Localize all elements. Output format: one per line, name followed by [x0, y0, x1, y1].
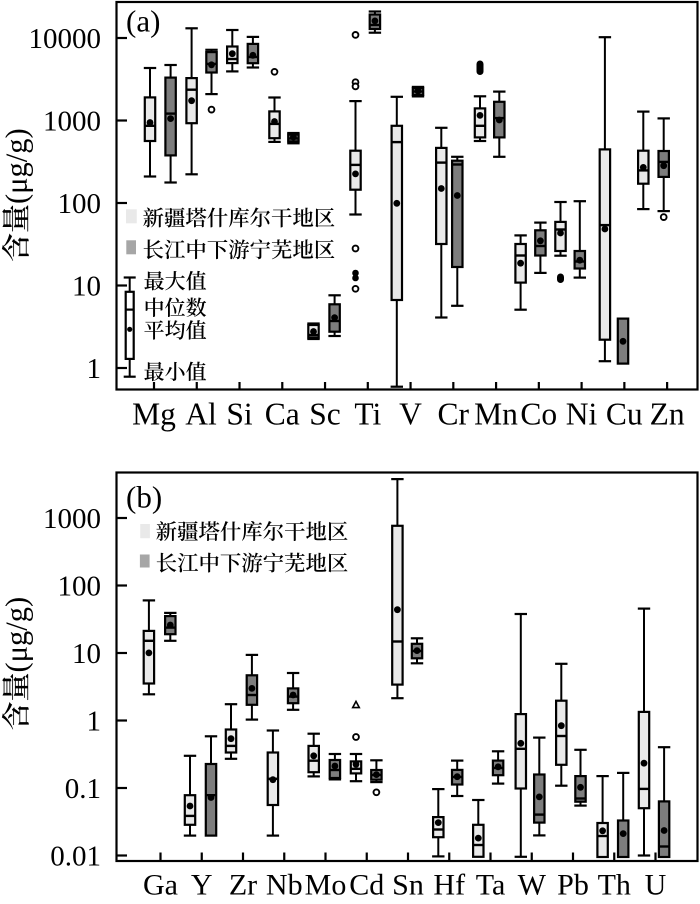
svg-text:Ti: Ti	[354, 397, 381, 432]
svg-text:100: 100	[58, 188, 102, 220]
svg-text:Cr: Cr	[438, 397, 470, 432]
svg-text:10: 10	[72, 638, 101, 670]
svg-text:0.01: 0.01	[50, 841, 101, 873]
svg-text:1000: 1000	[43, 503, 101, 535]
svg-text:Zn: Zn	[650, 397, 685, 432]
svg-text:Co: Co	[520, 397, 557, 432]
svg-text:Mg: Mg	[132, 397, 176, 432]
svg-text:(b): (b)	[126, 480, 162, 515]
svg-text:Cu: Cu	[606, 397, 643, 432]
svg-text:Al: Al	[185, 397, 217, 432]
svg-text:Si: Si	[226, 397, 253, 432]
svg-text:Nb: Nb	[266, 869, 303, 902]
svg-text:1: 1	[87, 353, 102, 385]
svg-text:W: W	[518, 869, 547, 902]
svg-text:(a): (a)	[126, 4, 160, 39]
svg-text:Mn: Mn	[474, 397, 518, 432]
svg-text:Hf: Hf	[433, 869, 465, 902]
svg-text:Sc: Sc	[309, 397, 341, 432]
svg-text:Cd: Cd	[349, 869, 384, 902]
svg-text:Th: Th	[598, 869, 631, 902]
svg-text:Ni: Ni	[566, 397, 598, 432]
svg-text:Ga: Ga	[143, 869, 178, 902]
svg-text:(μg/g): (μg/g)	[0, 128, 33, 204]
svg-text:Sn: Sn	[392, 869, 424, 902]
svg-text:Zr: Zr	[229, 869, 257, 902]
svg-text:Mo: Mo	[305, 869, 347, 902]
svg-text:1: 1	[87, 706, 102, 738]
svg-text:10000: 10000	[29, 23, 102, 55]
svg-text:1000: 1000	[43, 106, 101, 138]
svg-text:Ta: Ta	[476, 869, 506, 902]
svg-text:(μg/g): (μg/g)	[0, 597, 33, 673]
svg-text:Pb: Pb	[557, 869, 589, 902]
svg-text:0.1: 0.1	[65, 773, 101, 805]
svg-text:10: 10	[72, 271, 101, 303]
svg-text:Y: Y	[191, 869, 213, 902]
svg-text:100: 100	[58, 571, 102, 603]
svg-text:Ca: Ca	[265, 397, 300, 432]
svg-text:V: V	[399, 397, 422, 432]
svg-text:U: U	[645, 869, 667, 902]
